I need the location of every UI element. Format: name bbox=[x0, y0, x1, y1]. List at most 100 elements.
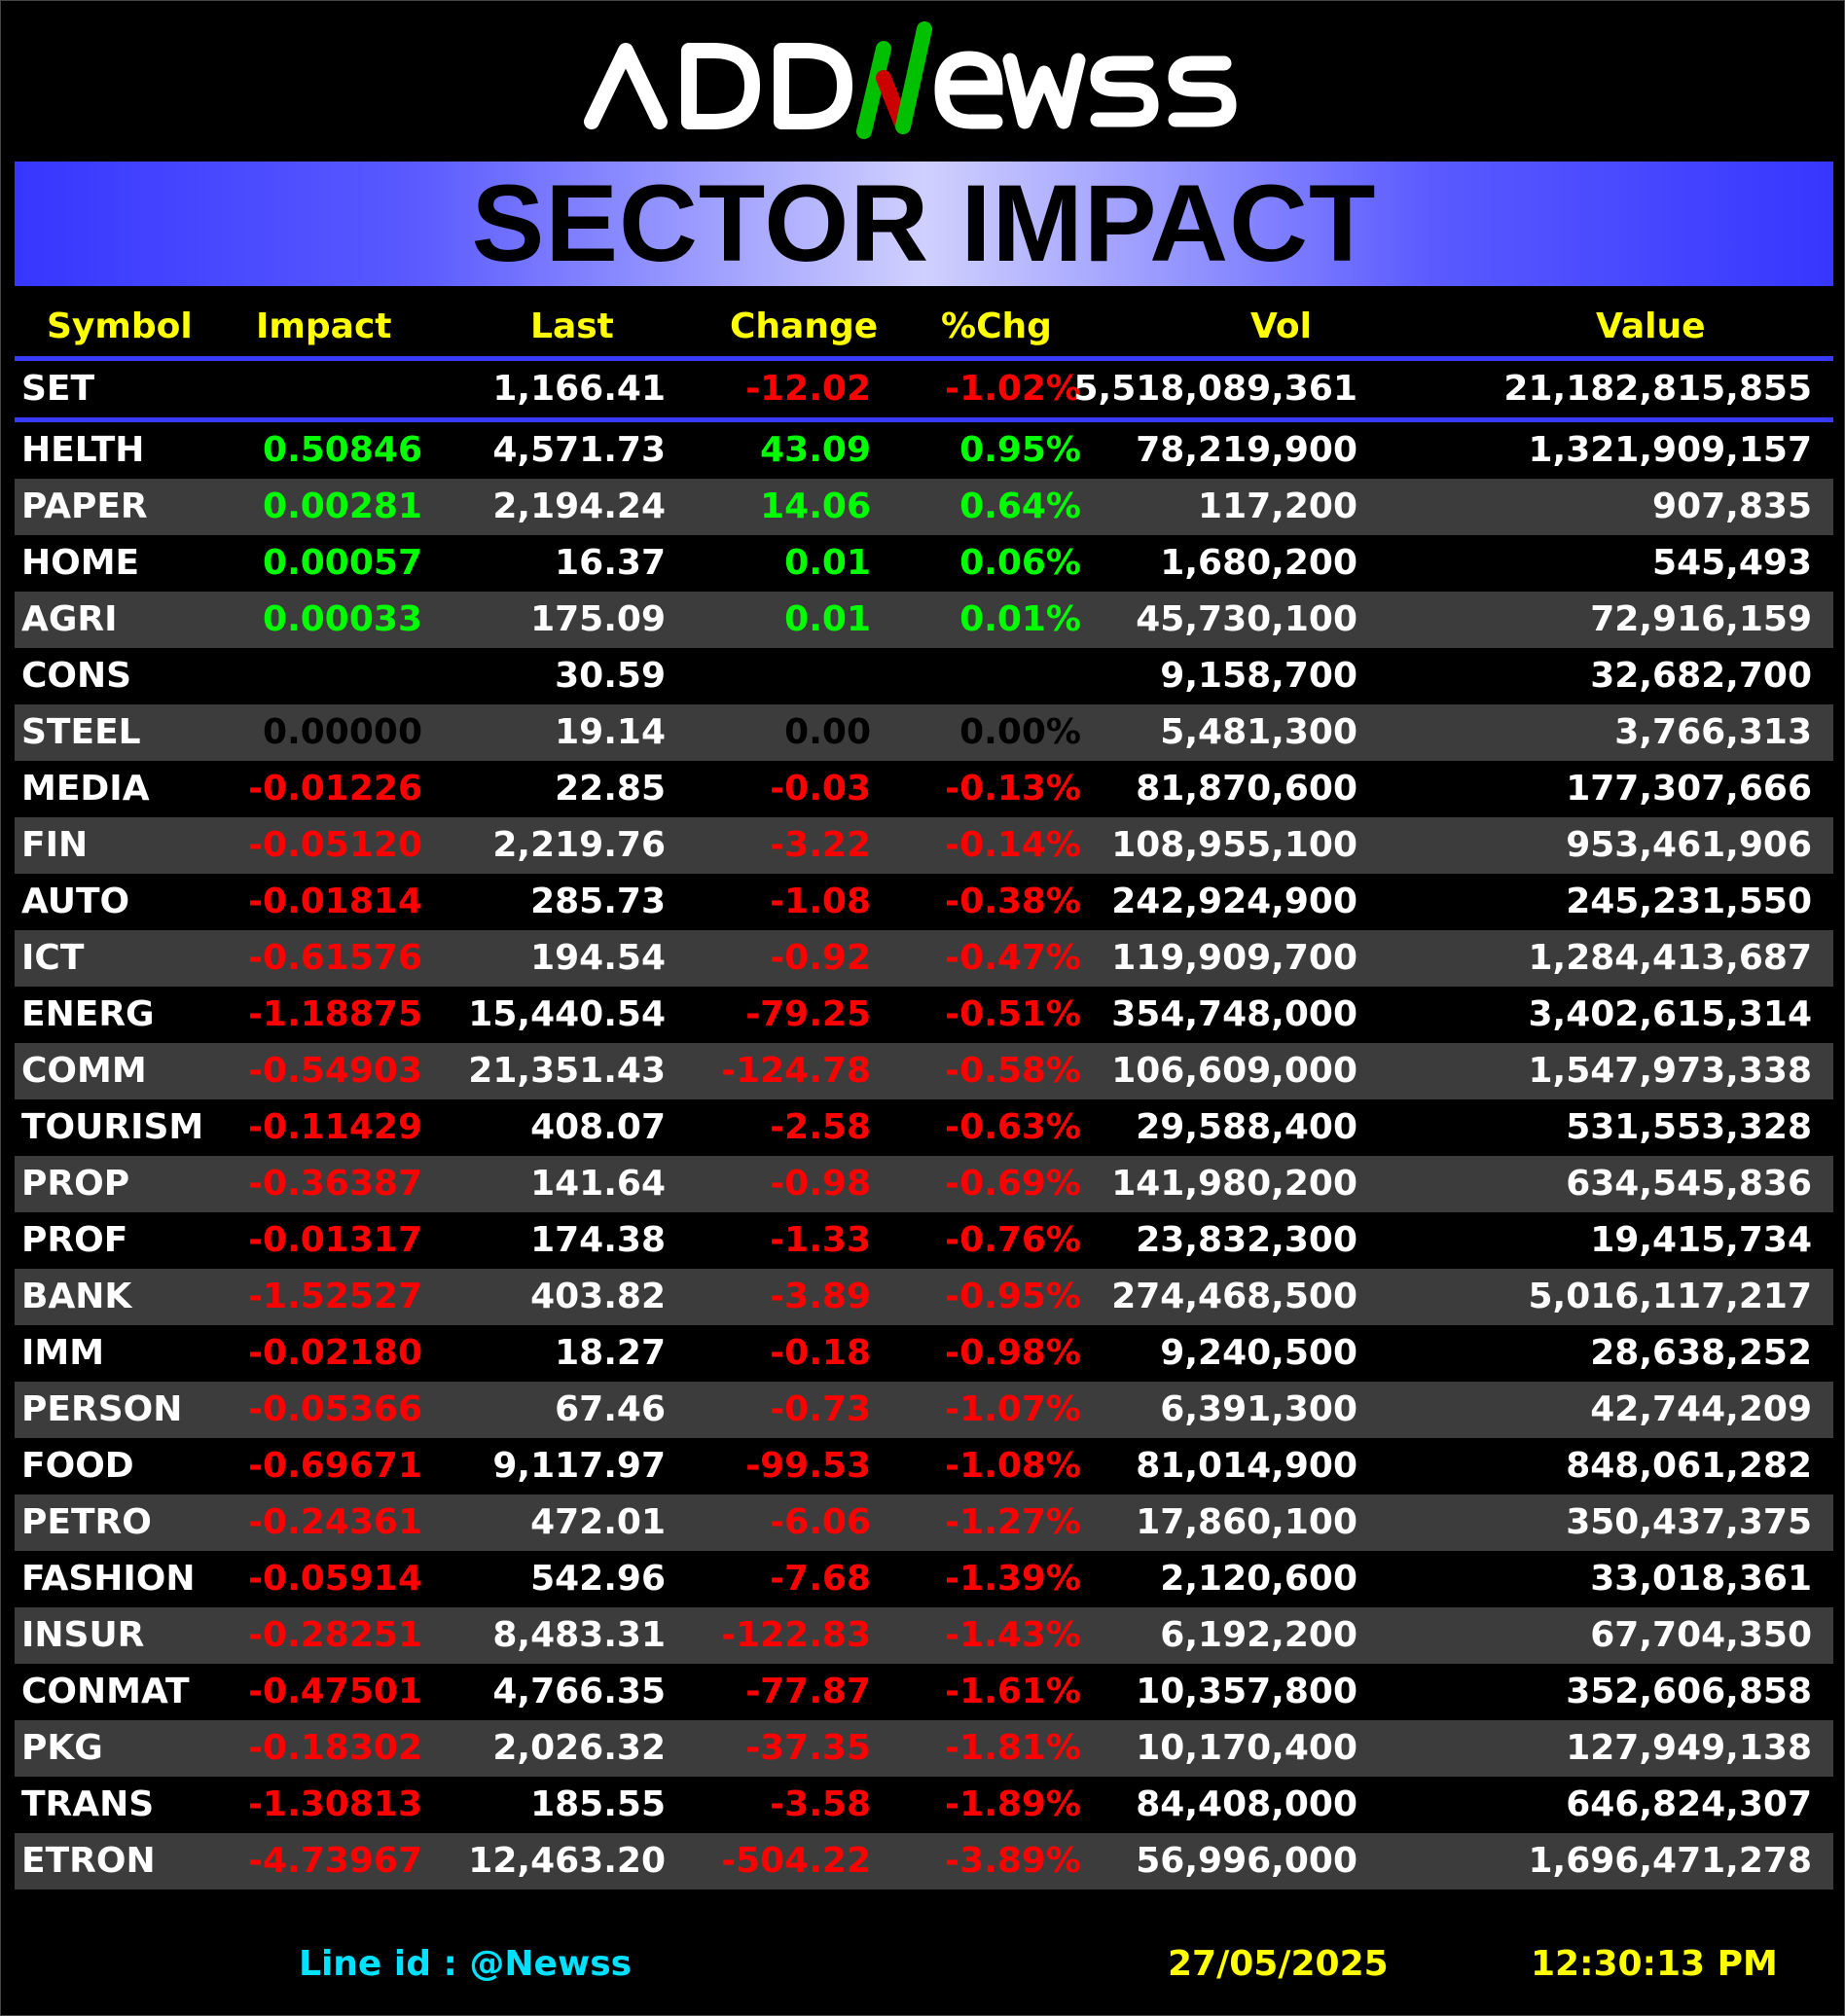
sector-impact: -0.02180 bbox=[248, 1333, 422, 1373]
sector-value: 3,402,615,314 bbox=[1528, 994, 1812, 1034]
index-divider bbox=[15, 417, 1833, 422]
sector-change: 0.01 bbox=[784, 543, 871, 583]
sector-change: -37.35 bbox=[745, 1728, 871, 1768]
sector-pct-change: -1.08% bbox=[945, 1446, 1081, 1486]
sector-pct-change: -0.95% bbox=[945, 1277, 1081, 1316]
sector-volume: 6,391,300 bbox=[1160, 1389, 1357, 1429]
sector-value: 1,321,909,157 bbox=[1528, 430, 1812, 470]
sector-volume: 45,730,100 bbox=[1136, 599, 1357, 639]
sector-pct-change: -0.47% bbox=[945, 938, 1081, 978]
sector-change: -0.73 bbox=[770, 1389, 871, 1429]
table-row: ETRON -4.73967 12,463.20 -504.22 -3.89% 56,99… bbox=[15, 1833, 1833, 1890]
sector-volume: 354,748,000 bbox=[1111, 994, 1357, 1034]
sector-value: 1,547,973,338 bbox=[1528, 1051, 1812, 1091]
sector-symbol: FIN bbox=[21, 825, 89, 865]
index-symbol: SET bbox=[21, 369, 95, 409]
sector-volume: 81,870,600 bbox=[1136, 769, 1357, 809]
sector-volume: 141,980,200 bbox=[1111, 1164, 1357, 1204]
sector-volume: 119,909,700 bbox=[1111, 938, 1357, 978]
sector-value: 72,916,159 bbox=[1590, 599, 1812, 639]
sector-volume: 274,468,500 bbox=[1111, 1277, 1357, 1316]
table-row: PETRO -0.24361 472.01 -6.06 -1.27% 17,860,100… bbox=[15, 1494, 1833, 1551]
sector-symbol: PETRO bbox=[21, 1502, 152, 1542]
index-pct-change: -1.02% bbox=[945, 369, 1081, 409]
table-row: PROP -0.36387 141.64 -0.98 -0.69% 141,980,200… bbox=[15, 1156, 1833, 1212]
line-id: Line id : @Newss bbox=[299, 1944, 633, 1984]
sector-pct-change: 0.95% bbox=[959, 430, 1081, 470]
sector-value: 848,061,282 bbox=[1566, 1446, 1812, 1486]
sector-value: 127,949,138 bbox=[1566, 1728, 1812, 1768]
sector-symbol: BANK bbox=[21, 1277, 132, 1316]
table-row: TOURISM -0.11429 408.07 -2.58 -0.63% 29,588,4… bbox=[15, 1099, 1833, 1156]
sector-change: -0.18 bbox=[770, 1333, 871, 1373]
sector-impact: -0.47501 bbox=[248, 1672, 422, 1711]
header-last: Last bbox=[530, 306, 614, 346]
sector-symbol: COMM bbox=[21, 1051, 147, 1091]
sector-impact: -0.05366 bbox=[248, 1389, 422, 1429]
sector-pct-change: -1.07% bbox=[945, 1389, 1081, 1429]
index-row: SET 1,166.41 -12.02 -1.02% 5,518,089,361… bbox=[15, 361, 1833, 417]
sector-last: 403.82 bbox=[530, 1277, 666, 1316]
header-divider bbox=[15, 356, 1833, 361]
sector-pct-change: 0.06% bbox=[959, 543, 1081, 583]
index-change: -12.02 bbox=[745, 369, 871, 409]
table-row: PERSON -0.05366 67.46 -0.73 -1.07% 6,391,300 4… bbox=[15, 1382, 1833, 1438]
sector-last: 2,194.24 bbox=[492, 486, 666, 526]
sector-symbol: HOME bbox=[21, 543, 140, 583]
sector-symbol: STEEL bbox=[21, 712, 141, 752]
sector-last: 285.73 bbox=[530, 882, 666, 921]
sector-last: 4,571.73 bbox=[492, 430, 666, 470]
sector-pct-change: 0.01% bbox=[959, 599, 1081, 639]
sector-impact: -0.01317 bbox=[248, 1220, 422, 1260]
table-row: TRANS -1.30813 185.55 -3.58 -1.89% 84,408,000… bbox=[15, 1777, 1833, 1833]
sector-last: 174.38 bbox=[530, 1220, 666, 1260]
sector-value: 531,553,328 bbox=[1566, 1107, 1812, 1147]
sector-last: 21,351.43 bbox=[468, 1051, 666, 1091]
table-row: CONMAT -0.47501 4,766.35 -77.87 -1.61% 10,357… bbox=[15, 1664, 1833, 1720]
index-value: 21,182,815,855 bbox=[1503, 369, 1812, 409]
sector-impact: -0.36387 bbox=[248, 1164, 422, 1204]
sector-impact: -0.18302 bbox=[248, 1728, 422, 1768]
sector-volume: 6,192,200 bbox=[1160, 1615, 1357, 1655]
sector-value: 646,824,307 bbox=[1566, 1784, 1812, 1824]
sector-impact: -0.01814 bbox=[248, 882, 422, 921]
header-value: Value bbox=[1596, 306, 1706, 346]
sector-symbol: PROP bbox=[21, 1164, 130, 1204]
sector-pct-change: -1.89% bbox=[945, 1784, 1081, 1824]
table-row: PROF -0.01317 174.38 -1.33 -0.76% 23,832,300 1… bbox=[15, 1212, 1833, 1269]
sector-value: 953,461,906 bbox=[1566, 825, 1812, 865]
sector-change: -3.22 bbox=[770, 825, 871, 865]
sector-value: 3,766,313 bbox=[1614, 712, 1812, 752]
sector-symbol: ETRON bbox=[21, 1841, 156, 1881]
table-row: COMM -0.54903 21,351.43 -124.78 -0.58% 106,60… bbox=[15, 1043, 1833, 1099]
sector-last: 2,219.76 bbox=[492, 825, 666, 865]
sector-change: -3.89 bbox=[770, 1277, 871, 1316]
sector-change: 0.00 bbox=[784, 712, 871, 752]
sector-change: -1.33 bbox=[770, 1220, 871, 1260]
sector-volume: 106,609,000 bbox=[1111, 1051, 1357, 1091]
sector-last: 542.96 bbox=[530, 1559, 666, 1599]
sector-volume: 9,240,500 bbox=[1160, 1333, 1357, 1373]
sector-volume: 2,120,600 bbox=[1160, 1559, 1357, 1599]
sector-symbol: FASHION bbox=[21, 1559, 196, 1599]
sector-last: 472.01 bbox=[530, 1502, 666, 1542]
sector-symbol: ICT bbox=[21, 938, 85, 978]
sector-symbol: IMM bbox=[21, 1333, 105, 1373]
table-row: INSUR -0.28251 8,483.31 -122.83 -1.43% 6,192,… bbox=[15, 1607, 1833, 1664]
sector-impact: -4.73967 bbox=[248, 1841, 422, 1881]
sector-symbol: FOOD bbox=[21, 1446, 134, 1486]
sector-last: 141.64 bbox=[530, 1164, 666, 1204]
sector-pct-change: 0.00% bbox=[959, 712, 1081, 752]
sector-symbol: PAPER bbox=[21, 486, 148, 526]
sector-pct-change: -1.27% bbox=[945, 1502, 1081, 1542]
sector-impact: -0.61576 bbox=[248, 938, 422, 978]
sector-pct-change: -0.98% bbox=[945, 1333, 1081, 1373]
sector-change: -1.08 bbox=[770, 882, 871, 921]
sector-symbol: ENERG bbox=[21, 994, 155, 1034]
sector-value: 67,704,350 bbox=[1590, 1615, 1812, 1655]
sector-change: -77.87 bbox=[745, 1672, 871, 1711]
sector-pct-change: -0.76% bbox=[945, 1220, 1081, 1260]
sector-impact: -1.30813 bbox=[248, 1784, 422, 1824]
sector-pct-change: -0.13% bbox=[945, 769, 1081, 809]
sector-value: 28,638,252 bbox=[1590, 1333, 1812, 1373]
